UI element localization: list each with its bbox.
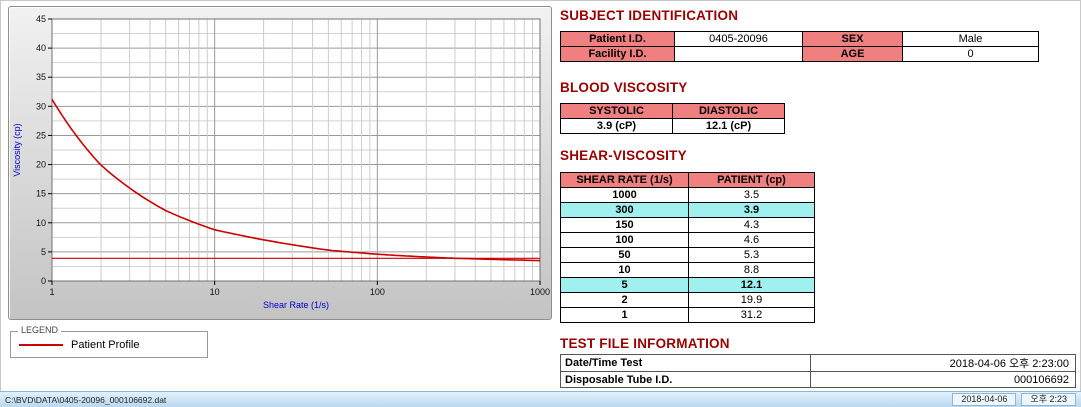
table-row-highlight-diastolic: 5 12.1 [560, 277, 815, 293]
systolic-value: 3.9 (cP) [560, 118, 673, 134]
patient-cp-header: PATIENT (cp) [688, 172, 815, 188]
chart-legend: LEGEND Patient Profile [10, 325, 208, 358]
svg-text:1000: 1000 [530, 287, 550, 297]
svg-text:20: 20 [36, 160, 46, 170]
legend-item-label: Patient Profile [71, 338, 140, 351]
sex-label: SEX [802, 31, 903, 47]
shear-rate-cell: 50 [560, 247, 689, 263]
patient-id-value: 0405-20096 [674, 31, 803, 47]
svg-text:100: 100 [370, 287, 385, 297]
patient-profile-line-swatch [19, 343, 63, 346]
viscosity-chart-frame: 0 5 10 15 20 25 30 35 40 45 1 10 100 1000 Viscosity (c… [8, 6, 552, 320]
blood-viscosity-table: SYSTOLIC DIASTOLIC 3.9 (cP) 12.1 (cP) [560, 103, 785, 134]
diastolic-header: DIASTOLIC [672, 103, 785, 119]
table-row: Facility I.D. AGE 0 [560, 46, 1039, 62]
shear-rate-cell: 5 [560, 277, 689, 293]
table-row: Disposable Tube I.D. 000106692 [560, 371, 1077, 388]
legend-title: LEGEND [18, 325, 62, 335]
age-label: AGE [802, 46, 903, 62]
status-date: 2018-04-06 [952, 393, 1017, 406]
table-row: 3.9 (cP) 12.1 (cP) [560, 118, 785, 134]
svg-text:0: 0 [41, 276, 46, 286]
subject-identification-table: Patient I.D. 0405-20096 SEX Male Facilit… [560, 31, 1039, 62]
table-row-highlight-systolic: 300 3.9 [560, 202, 815, 218]
table-row: 2 19.9 [560, 292, 815, 308]
status-bar: C:\BVD\DATA\0405-20096_000106692.dat 201… [0, 391, 1081, 407]
sex-value: Male [902, 31, 1039, 47]
age-value: 0 [902, 46, 1039, 62]
table-row: Date/Time Test 2018-04-06 오후 2:23:00 [560, 354, 1077, 372]
shear-rate-cell: 100 [560, 232, 689, 248]
date-time-test-value: 2018-04-06 오후 2:23:00 [809, 354, 1077, 372]
test-file-information-heading: TEST FILE INFORMATION [560, 336, 730, 351]
svg-text:Viscosity (cp): Viscosity (cp) [12, 123, 22, 176]
viscosity-cell: 3.9 [688, 202, 815, 218]
table-row: 50 5.3 [560, 247, 815, 263]
viscosity-cell: 19.9 [688, 292, 815, 308]
viscosity-cell: 4.6 [688, 232, 815, 248]
svg-text:25: 25 [36, 130, 46, 140]
blood-viscosity-heading: BLOOD VISCOSITY [560, 80, 688, 95]
shear-viscosity-chart: 0 5 10 15 20 25 30 35 40 45 1 10 100 1000 Viscosity (c… [12, 14, 550, 310]
table-row: 150 4.3 [560, 217, 815, 233]
shear-rate-cell: 150 [560, 217, 689, 233]
svg-text:35: 35 [36, 72, 46, 82]
table-row: Patient I.D. 0405-20096 SEX Male [560, 31, 1039, 47]
shear-viscosity-heading: SHEAR-VISCOSITY [560, 148, 687, 163]
status-file-path: C:\BVD\DATA\0405-20096_000106692.dat [5, 394, 167, 405]
viscosity-cell: 8.8 [688, 262, 815, 278]
table-row: 10 8.8 [560, 262, 815, 278]
status-time: 오후 2:23 [1021, 393, 1076, 406]
subject-identification-heading: SUBJECT IDENTIFICATION [560, 8, 739, 23]
table-row: 1000 3.5 [560, 187, 815, 203]
svg-text:Shear Rate (1/s): Shear Rate (1/s) [263, 300, 329, 310]
table-row: SHEAR RATE (1/s) PATIENT (cp) [560, 172, 815, 188]
shear-rate-cell: 10 [560, 262, 689, 278]
table-row: SYSTOLIC DIASTOLIC [560, 103, 785, 119]
test-file-table: Date/Time Test 2018-04-06 오후 2:23:00 Dis… [560, 354, 1077, 388]
table-row: 100 4.6 [560, 232, 815, 248]
facility-id-label: Facility I.D. [560, 46, 675, 62]
diastolic-value: 12.1 (cP) [672, 118, 785, 134]
svg-text:5: 5 [41, 247, 46, 257]
patient-id-label: Patient I.D. [560, 31, 675, 47]
disposable-tube-id-value: 000106692 [809, 371, 1077, 388]
viscosity-cell: 4.3 [688, 217, 815, 233]
viscosity-cell: 12.1 [688, 277, 815, 293]
svg-text:10: 10 [210, 287, 220, 297]
shear-rate-cell: 300 [560, 202, 689, 218]
shear-rate-header: SHEAR RATE (1/s) [560, 172, 689, 188]
date-time-test-label: Date/Time Test [560, 354, 811, 372]
systolic-header: SYSTOLIC [560, 103, 673, 119]
shear-rate-cell: 1 [560, 307, 689, 323]
disposable-tube-id-label: Disposable Tube I.D. [560, 371, 811, 388]
shear-rate-cell: 2 [560, 292, 689, 308]
svg-text:10: 10 [36, 218, 46, 228]
facility-id-value [674, 46, 803, 62]
svg-text:30: 30 [36, 101, 46, 111]
viscosity-cell: 5.3 [688, 247, 815, 263]
table-row: 1 31.2 [560, 307, 815, 323]
svg-text:40: 40 [36, 43, 46, 53]
viscosity-cell: 31.2 [688, 307, 815, 323]
viscosity-cell: 3.5 [688, 187, 815, 203]
svg-text:45: 45 [36, 14, 46, 24]
svg-text:1: 1 [49, 287, 54, 297]
shear-rate-cell: 1000 [560, 187, 689, 203]
svg-text:15: 15 [36, 189, 46, 199]
shear-viscosity-table: SHEAR RATE (1/s) PATIENT (cp) 1000 3.5 3… [560, 172, 815, 323]
